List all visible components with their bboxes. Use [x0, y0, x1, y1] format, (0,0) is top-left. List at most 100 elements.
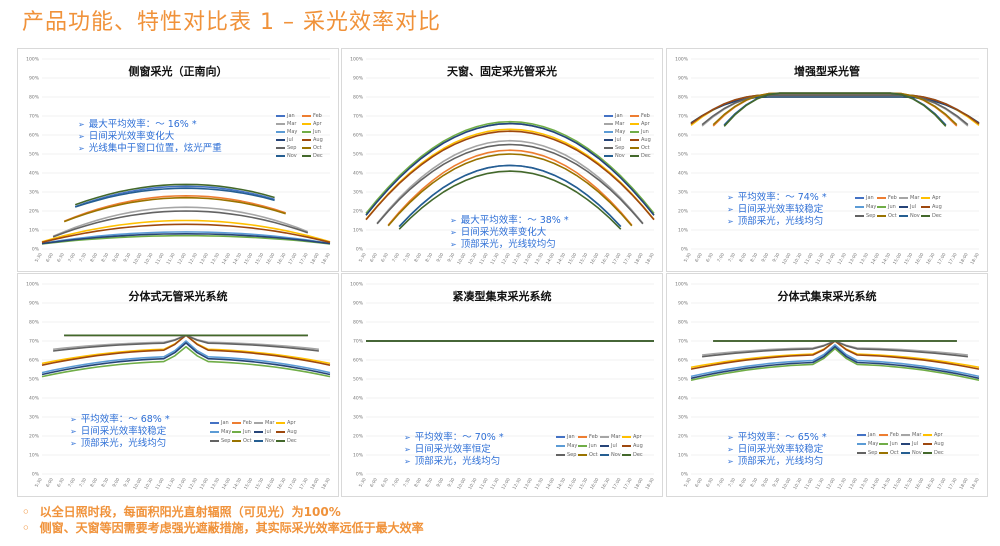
x-tick-label: 17:00 — [611, 477, 623, 491]
legend-label: Dec — [934, 450, 944, 456]
series-line-jul — [41, 233, 331, 245]
note-line: ➢ 日间采光效率变化大 — [450, 227, 569, 239]
legend-label: Mar — [287, 121, 297, 127]
x-tick-label: 12:00 — [176, 477, 188, 491]
note-text: 平均效率：～ 65% * — [737, 432, 827, 443]
legend-item-sep: Sep — [210, 438, 232, 444]
x-tick-label: 11:30 — [489, 252, 501, 266]
chart-notes: ➢ 平均效率：～ 70% * ➢ 日间采光效率恒定 ➢ 顶部采光，光线均匀 — [404, 432, 504, 468]
y-tick-label: 80% — [29, 320, 40, 326]
legend-label: Nov — [265, 438, 275, 444]
note-line: ➢ 日间采光效率恒定 — [404, 444, 504, 456]
note-line: ➢ 日间采光效率较稳定 — [70, 426, 170, 438]
y-tick-label: 10% — [678, 453, 689, 459]
legend-label: Oct — [313, 145, 322, 151]
legend-swatch — [923, 434, 932, 436]
x-tick-label: 8:00 — [413, 477, 423, 489]
legend-item-feb: Feb — [302, 113, 328, 119]
legend-item-feb: Feb — [630, 113, 656, 119]
legend-swatch — [604, 115, 613, 117]
x-tick-label: 16:00 — [914, 252, 926, 266]
legend-item-aug: Aug — [622, 443, 644, 449]
legend-swatch — [276, 131, 285, 133]
x-tick-label: 9:00 — [435, 252, 445, 264]
x-tick-label: 12:30 — [836, 477, 848, 491]
x-tick-label: 14:00 — [870, 477, 882, 491]
x-tick-label: 15:00 — [243, 477, 255, 491]
note-text: 最大平均效率：～ 38% * — [460, 215, 569, 226]
series-line-oct — [712, 92, 958, 126]
legend-item-oct: Oct — [302, 145, 328, 151]
note-text: 顶部采光，光线均匀 — [414, 456, 501, 467]
x-tick-label: 11:00 — [478, 252, 490, 266]
x-tick-label: 15:00 — [567, 477, 579, 491]
legend-label: Jul — [912, 441, 919, 447]
series-line-feb — [63, 195, 286, 223]
x-tick-label: 9:00 — [760, 252, 770, 264]
y-tick-label: 60% — [29, 133, 40, 139]
y-tick-label: 50% — [29, 377, 40, 383]
x-tick-label: 7:30 — [402, 252, 412, 264]
x-tick-label: 14:30 — [556, 477, 568, 491]
legend-item-apr: Apr — [622, 434, 644, 440]
legend-label: Nov — [611, 452, 621, 458]
note-line: ➢ 顶部采光，光线均匀 — [70, 438, 170, 450]
x-tick-label: 11:30 — [165, 252, 177, 266]
legend-label: Sep — [866, 213, 876, 219]
x-tick-label: 8:00 — [89, 477, 99, 489]
x-tick-label: 15:30 — [578, 252, 590, 266]
legend-item-mar: Mar — [901, 432, 923, 438]
note-line: ➢ 平均效率：～ 68% * — [70, 414, 170, 426]
series-line-dec — [723, 92, 947, 127]
legend-swatch — [630, 139, 639, 141]
legend-item-jul: Jul — [276, 137, 302, 143]
series-line-nov — [74, 187, 275, 208]
footnote-1-text: 以全日照时段，每面积阳光直射辐照（可见光）为100% — [39, 505, 341, 519]
legend-item-jan: Jan — [604, 113, 630, 119]
legend-swatch — [302, 115, 311, 117]
legend-item-sep: Sep — [857, 450, 879, 456]
legend-label: Jan — [567, 434, 575, 440]
chart-legend: Jan Feb Mar Apr May Jun Jul Aug Sep Oct Nov Dec — [556, 434, 644, 458]
y-tick-label: 40% — [353, 171, 364, 177]
arrow-bullet-icon: ➢ — [727, 205, 734, 214]
series-line-apr — [365, 128, 655, 220]
legend-item-may: May — [210, 429, 232, 435]
x-tick-label: 5:30 — [358, 477, 368, 489]
note-text: 平均效率：～ 68% * — [80, 414, 170, 425]
legend-item-sep: Sep — [276, 145, 302, 151]
x-tick-label: 18:30 — [969, 252, 981, 266]
legend-swatch — [879, 443, 888, 445]
legend-label: Nov — [910, 213, 920, 219]
x-tick-label: 13:30 — [534, 252, 546, 266]
x-tick-label: 11:00 — [478, 477, 490, 491]
legend-label: Jan — [287, 113, 295, 119]
legend-swatch — [276, 422, 285, 424]
x-tick-label: 18:00 — [958, 252, 970, 266]
x-tick-label: 16:00 — [265, 252, 277, 266]
x-tick-label: 18:00 — [958, 477, 970, 491]
x-tick-label: 5:30 — [34, 477, 44, 489]
x-tick-label: 10:00 — [132, 252, 144, 266]
legend-swatch — [276, 431, 285, 433]
x-tick-label: 8:30 — [100, 477, 110, 489]
legend-label: Jun — [641, 129, 649, 135]
legend-label: Dec — [641, 153, 651, 159]
series-line-aug — [690, 94, 980, 125]
legend-item-jun: Jun — [877, 204, 899, 210]
x-tick-label: 10:30 — [143, 252, 155, 266]
legend-swatch — [877, 206, 886, 208]
x-tick-label: 14:00 — [221, 477, 233, 491]
x-tick-label: 13:30 — [210, 252, 222, 266]
x-tick-label: 6:00 — [45, 477, 55, 489]
legend-swatch — [921, 197, 930, 199]
legend-item-may: May — [855, 204, 877, 210]
legend-swatch — [877, 197, 886, 199]
legend-swatch — [604, 155, 613, 157]
legend-swatch — [276, 147, 285, 149]
legend-label: Apr — [313, 121, 322, 127]
legend-item-oct: Oct — [232, 438, 254, 444]
legend-label: Mar — [912, 432, 922, 438]
y-tick-label: 40% — [353, 396, 364, 402]
note-line: ➢ 顶部采光，光线较均匀 — [450, 239, 569, 251]
